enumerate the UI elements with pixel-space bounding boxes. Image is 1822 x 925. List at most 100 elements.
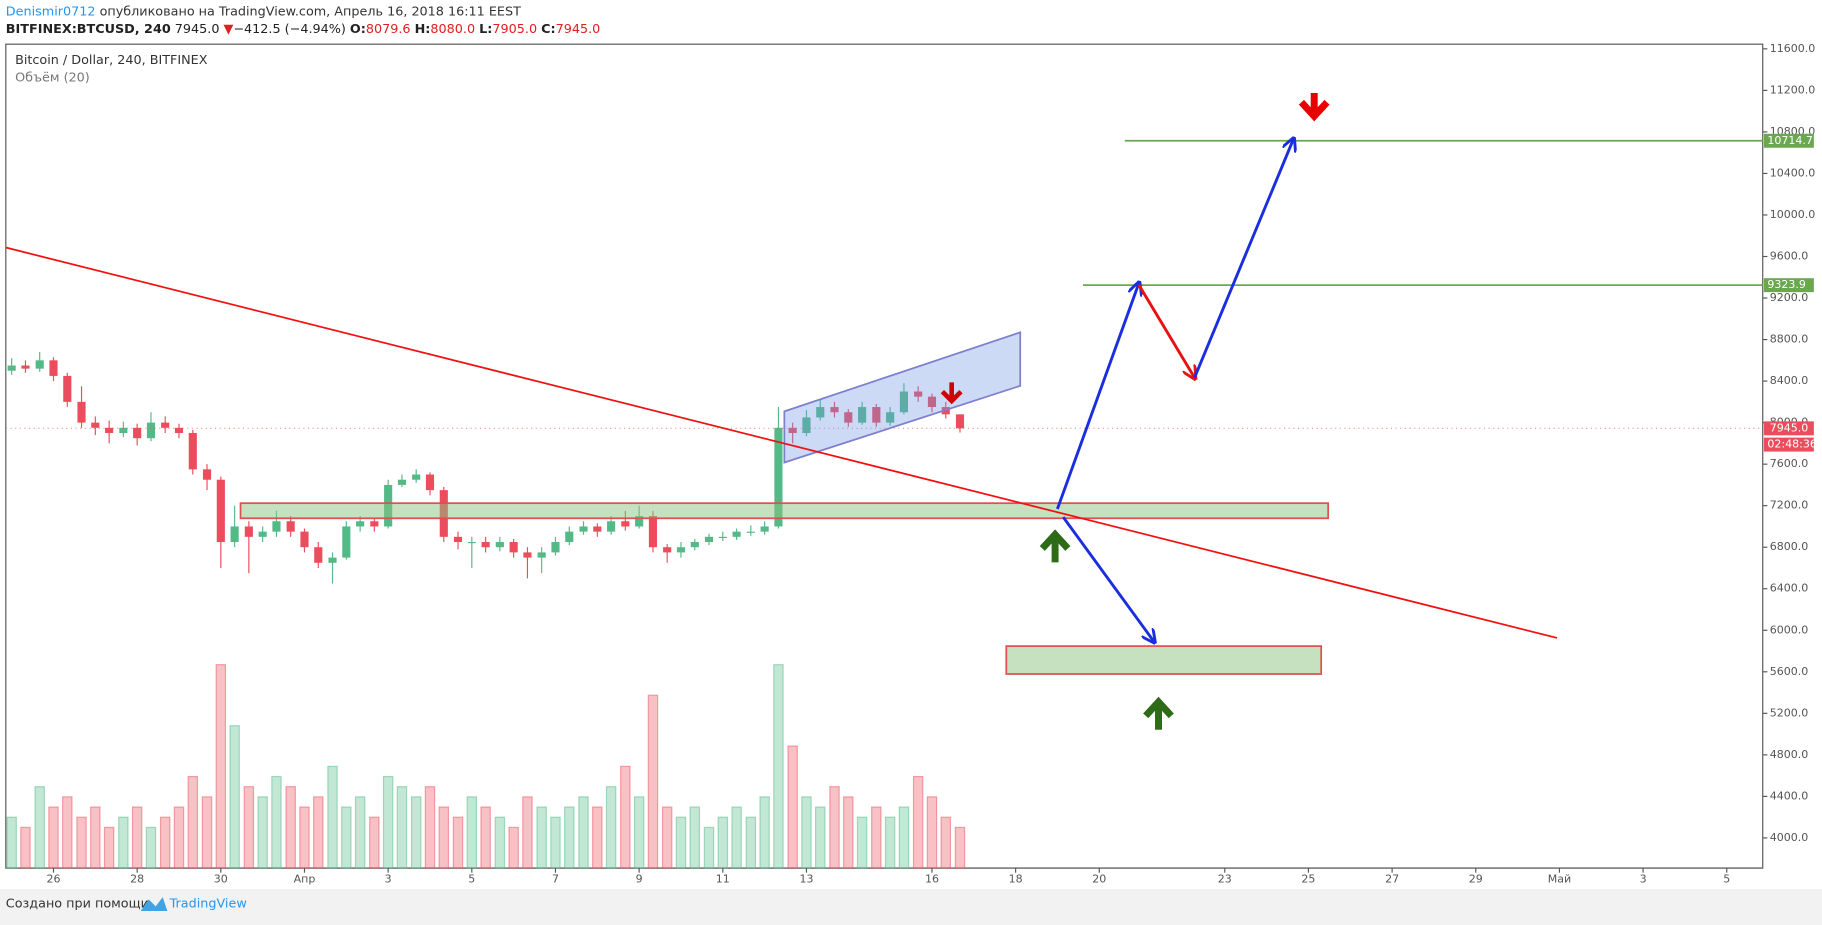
x-tick-label: 5 <box>468 873 475 886</box>
candle-body <box>370 521 379 527</box>
candle-body <box>286 521 295 532</box>
candle-body <box>927 396 937 408</box>
volume-bar <box>759 796 770 869</box>
y-tick-label: 4400.0 <box>1770 789 1809 802</box>
brand-link[interactable]: TradingView <box>169 897 247 912</box>
volume-bar <box>229 725 240 869</box>
level-badge <box>1763 278 1814 293</box>
x-tick-label: 30 <box>214 873 228 886</box>
price-label: 7945.0 <box>1770 421 1809 434</box>
y-tick-label: 11600.0 <box>1770 42 1816 55</box>
candle-body <box>621 521 630 527</box>
y-tick-label: 11200.0 <box>1770 83 1816 96</box>
ohlc-value: 7945.0 <box>556 22 601 37</box>
level-badge <box>1763 133 1814 148</box>
candle-body <box>35 360 44 369</box>
volume-bar <box>856 816 868 869</box>
candle-body <box>537 552 546 558</box>
symbol: BITFINEX:BTCUSD, 240 <box>6 22 171 37</box>
ohlc-value: 8079.6 <box>366 22 411 37</box>
down-arrow-icon <box>940 382 963 405</box>
candle-body <box>607 521 616 532</box>
candle-body <box>886 412 895 423</box>
candle-body <box>718 536 727 538</box>
candle-body <box>300 531 309 548</box>
countdown: 02:48:36 <box>1767 438 1816 451</box>
volume-bar <box>522 796 533 869</box>
volume-bar <box>159 816 171 869</box>
candle-body <box>425 474 435 491</box>
volume-bar <box>215 664 227 869</box>
volume-bar <box>689 806 701 869</box>
candle-body <box>21 365 30 369</box>
volume-bar <box>871 806 882 869</box>
volume-bar <box>285 786 296 869</box>
volume-bar <box>201 796 213 869</box>
volume-bar <box>410 796 422 869</box>
volume-bar <box>801 796 812 869</box>
candle-body <box>63 375 72 402</box>
candle-body <box>635 516 644 527</box>
candle-body <box>579 526 588 532</box>
volume-bar <box>327 765 338 869</box>
volume-bar <box>954 826 966 869</box>
candle-body <box>119 427 128 434</box>
volume-bar <box>341 806 352 869</box>
candle-body <box>704 536 714 543</box>
arrow <box>1137 283 1195 378</box>
candle-body <box>202 469 212 480</box>
candle-body <box>314 547 323 563</box>
x-tick-label: 13 <box>799 873 813 886</box>
footer-text: Создано при помощи <box>6 897 149 912</box>
chart-title: Bitcoin / Dollar, 240, BITFINEX <box>15 53 208 68</box>
volume-bar <box>564 806 575 869</box>
volume-bar <box>118 816 129 869</box>
candle-body <box>816 407 825 418</box>
candle-body <box>690 542 699 548</box>
drawings <box>5 92 1558 730</box>
volume-bar <box>675 816 687 869</box>
x-tick-label: 28 <box>130 873 144 886</box>
volume-bar <box>424 786 436 869</box>
level-label: 9323.9 <box>1767 278 1806 291</box>
candle-body <box>844 412 853 423</box>
countdown-badge <box>1763 437 1814 452</box>
candle-body <box>899 391 909 413</box>
y-tick-label: 7600.0 <box>1770 457 1809 470</box>
candle-body <box>663 547 672 553</box>
up-arrow-icon <box>1143 696 1174 730</box>
volume-bar <box>647 694 659 869</box>
y-tick-label: 9200.0 <box>1770 291 1809 304</box>
candle-body <box>830 407 839 413</box>
volume-bar <box>145 826 157 869</box>
volume-bar <box>745 816 757 869</box>
ohlc-key: L: <box>479 22 492 37</box>
y-tick-label: 8400.0 <box>1770 374 1809 387</box>
y-tick-label: 10000.0 <box>1770 208 1816 221</box>
candle-body <box>161 422 170 428</box>
candle-body <box>914 391 923 397</box>
channel <box>783 331 1022 464</box>
candle-body <box>955 414 965 429</box>
support-zone <box>239 502 1330 520</box>
trend-line <box>5 246 1558 639</box>
header-line: Denismir0712 опубликовано на TradingView… <box>6 4 521 19</box>
published: опубликовано на TradingView.com, Апрель … <box>100 4 522 19</box>
author-link[interactable]: Denismir0712 <box>6 4 96 19</box>
down-arrow-icon <box>1298 92 1330 122</box>
candle-body <box>802 417 811 434</box>
candle-body <box>774 427 783 527</box>
volume-bar <box>898 806 910 869</box>
volume-bar <box>605 786 617 869</box>
volume-bar <box>396 786 408 869</box>
volume-bar <box>620 765 631 869</box>
volume-bar <box>131 806 143 869</box>
volume-bar <box>508 826 519 869</box>
volume-bar <box>187 775 199 869</box>
price-badge <box>1763 421 1814 436</box>
arrow <box>1193 139 1294 379</box>
volume-bar <box>103 826 115 869</box>
volume-bar <box>354 796 366 869</box>
